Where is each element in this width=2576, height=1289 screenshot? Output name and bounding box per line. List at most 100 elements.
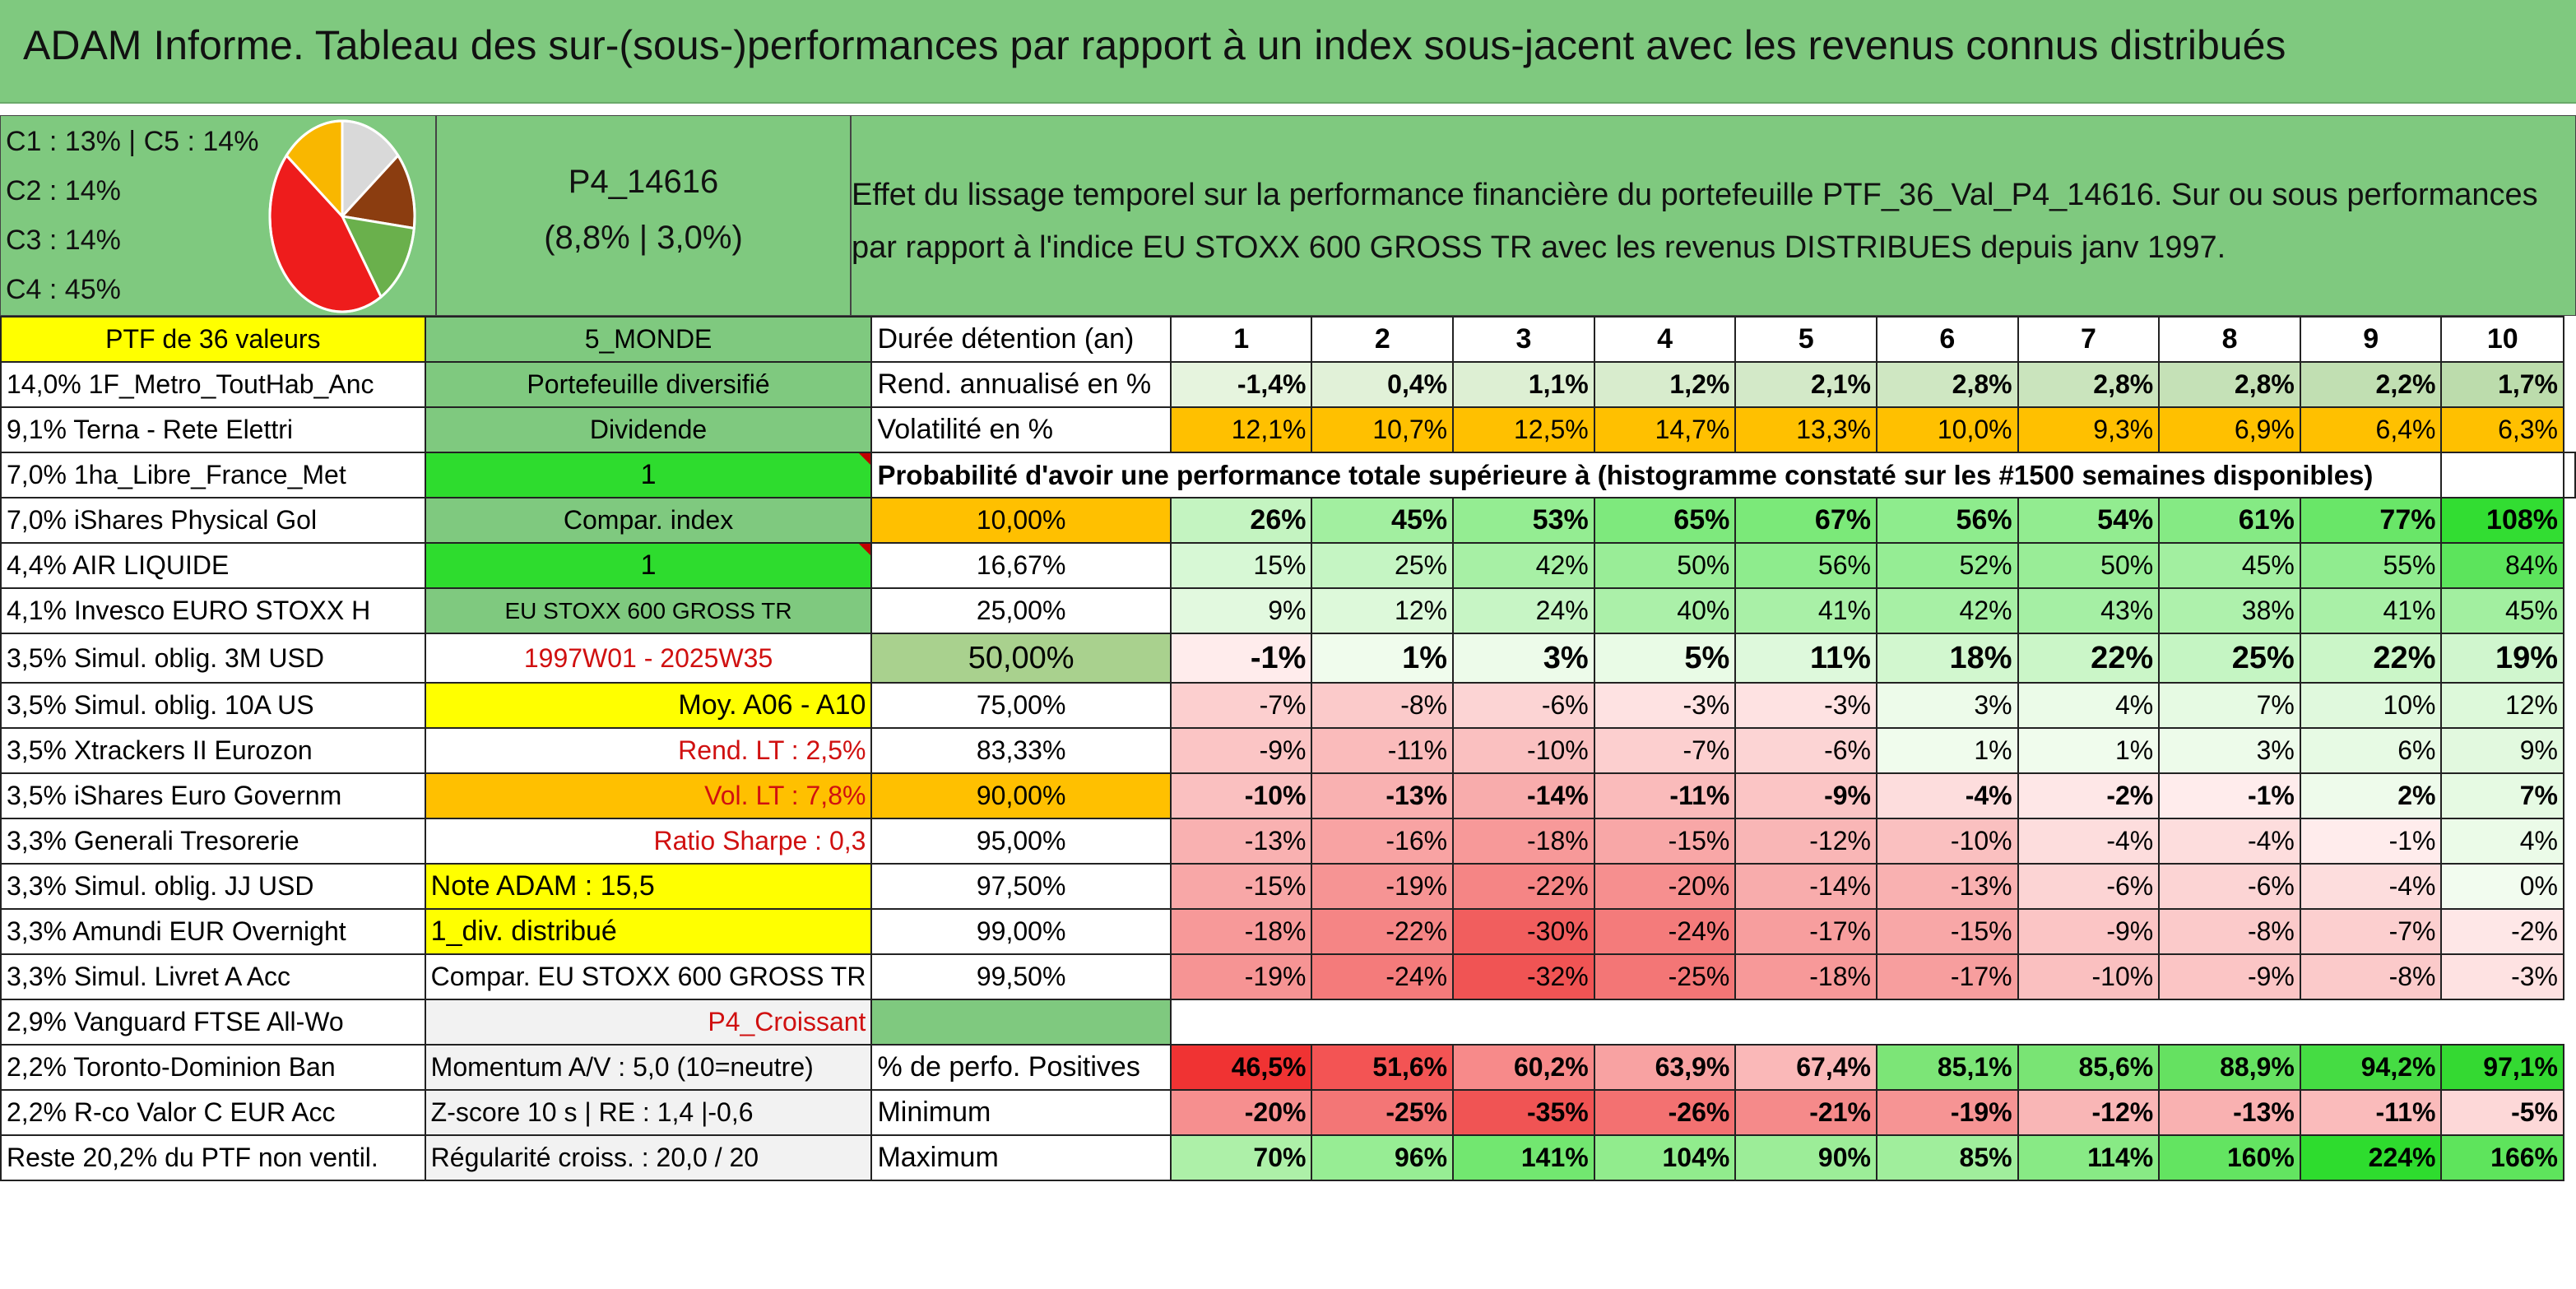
value-cell: -3% bbox=[2440, 953, 2564, 1000]
value-cell: 2% bbox=[2299, 772, 2443, 819]
probability-threshold: 95,00% bbox=[870, 818, 1172, 865]
table-row: 4,4% AIR LIQUIDE 1 16,67% 15% 25% 42% 50% 56% 52… bbox=[0, 542, 2575, 589]
value-cell: 9% bbox=[1169, 587, 1313, 634]
value-cell: -25% bbox=[1311, 1089, 1455, 1136]
value-cell: 41% bbox=[2299, 587, 2443, 634]
value-cell: -1,4% bbox=[1169, 361, 1313, 408]
value-cell: 42% bbox=[1875, 587, 2019, 634]
value-cell: 65% bbox=[1593, 497, 1737, 544]
holding-label: 3,5% iShares Euro Governm bbox=[0, 772, 426, 819]
value-cell: 0% bbox=[2440, 863, 2564, 910]
table-row: 3,5% Xtrackers II Eurozon Rend. LT : 2,5%… bbox=[0, 727, 2575, 774]
legend-line: C4 : 45% bbox=[6, 274, 121, 305]
holding-label: 7,0% 1ha_Libre_France_Met bbox=[0, 452, 426, 498]
value-cell: -6% bbox=[1452, 682, 1595, 729]
value-cell: -9% bbox=[2158, 953, 2301, 1000]
value-cell: -13% bbox=[2158, 1089, 2301, 1136]
value-cell: 4% bbox=[2017, 682, 2161, 729]
portfolio-attribute: Portefeuille diversifié bbox=[424, 361, 873, 408]
value-cell: -7% bbox=[2299, 908, 2443, 955]
probability-threshold: 50,00% bbox=[870, 633, 1172, 684]
value-cell: -18% bbox=[1169, 908, 1313, 955]
value-cell: -13% bbox=[1311, 772, 1455, 819]
portfolio-attribute: Dividende bbox=[424, 406, 873, 453]
value-cell: 60,2% bbox=[1452, 1044, 1595, 1091]
value-cell: -3% bbox=[1593, 682, 1737, 729]
value-cell: 55% bbox=[2299, 542, 2443, 589]
holding-label: 3,3% Generali Tresorerie bbox=[0, 818, 426, 865]
value-cell: 50% bbox=[2017, 542, 2161, 589]
probability-threshold: 16,67% bbox=[870, 542, 1172, 589]
value-cell: -3% bbox=[1734, 682, 1877, 729]
value-cell: 6,3% bbox=[2440, 406, 2564, 453]
value-cell: 45% bbox=[2440, 587, 2564, 634]
holding-period-header: 3 bbox=[1452, 316, 1595, 363]
value-cell: 94,2% bbox=[2299, 1044, 2443, 1091]
value-cell: -4% bbox=[1875, 772, 2019, 819]
value-cell: 42% bbox=[1452, 542, 1595, 589]
holding-label: 4,1% Invesco EURO STOXX H bbox=[0, 587, 426, 634]
value-cell: -15% bbox=[1593, 818, 1737, 865]
value-cell: 5% bbox=[1593, 633, 1737, 684]
value-cell: 45% bbox=[2158, 542, 2301, 589]
portfolio-attribute: 5_MONDE bbox=[424, 316, 873, 363]
holdings-count: PTF de 36 valeurs bbox=[0, 316, 426, 363]
value-cell: 43% bbox=[2017, 587, 2161, 634]
value-cell: -15% bbox=[1169, 863, 1313, 910]
value-cell: -10% bbox=[1169, 772, 1313, 819]
value-cell: -20% bbox=[1593, 863, 1737, 910]
value-cell: -22% bbox=[1452, 863, 1595, 910]
holding-label: 3,5% Simul. oblig. 3M USD bbox=[0, 633, 426, 684]
value-cell: 1,1% bbox=[1452, 361, 1595, 408]
holding-period-header: 2 bbox=[1311, 316, 1455, 363]
value-cell: 2,8% bbox=[2158, 361, 2301, 408]
value-cell: 96% bbox=[1311, 1134, 1455, 1181]
value-cell: -10% bbox=[2017, 953, 2161, 1000]
holding-period-header: 5 bbox=[1734, 316, 1877, 363]
value-cell: 10% bbox=[2299, 682, 2443, 729]
empty-cell bbox=[2563, 452, 2576, 498]
value-cell: 2,8% bbox=[1875, 361, 2019, 408]
value-cell: 3% bbox=[2158, 727, 2301, 774]
value-cell: 14,7% bbox=[1593, 406, 1737, 453]
holding-period-header: 4 bbox=[1593, 316, 1737, 363]
legend-line: C3 : 14% bbox=[6, 225, 121, 256]
value-cell: -13% bbox=[1169, 818, 1313, 865]
value-cell: 15% bbox=[1169, 542, 1313, 589]
value-cell: 90% bbox=[1734, 1134, 1877, 1181]
holding-period-header: 9 bbox=[2299, 316, 2443, 363]
value-cell: -21% bbox=[1734, 1089, 1877, 1136]
portfolio-attribute: Moy. A06 - A10 bbox=[424, 682, 873, 729]
portfolio-attribute: Z-score 10 s | RE : 1,4 |-0,6 bbox=[424, 1089, 873, 1136]
portfolio-attribute: Ratio Sharpe : 0,3 bbox=[424, 818, 873, 865]
metric-label: Volatilité en % bbox=[870, 406, 1172, 453]
value-cell: -19% bbox=[1169, 953, 1313, 1000]
value-cell: 1% bbox=[2017, 727, 2161, 774]
table-row: PTF de 36 valeurs 5_MONDE Durée détention … bbox=[0, 316, 2575, 363]
page-title: ADAM Informe. Tableau des sur-(sous-)per… bbox=[23, 22, 2286, 68]
value-cell: -24% bbox=[1311, 953, 1455, 1000]
value-cell: 67,4% bbox=[1734, 1044, 1877, 1091]
value-cell: 25% bbox=[2158, 633, 2301, 684]
value-cell: 85% bbox=[1875, 1134, 2019, 1181]
portfolio-attribute: Régularité croiss. : 20,0 / 20 bbox=[424, 1134, 873, 1181]
value-cell: -35% bbox=[1452, 1089, 1595, 1136]
table-row: 3,3% Simul. Livret A Acc Compar. EU STOXX… bbox=[0, 953, 2575, 1000]
value-cell: -20% bbox=[1169, 1089, 1313, 1136]
value-cell: 40% bbox=[1593, 587, 1737, 634]
portfolio-attribute: Rend. LT : 2,5% bbox=[424, 727, 873, 774]
value-cell: -1% bbox=[1169, 633, 1313, 684]
value-cell: 0,4% bbox=[1311, 361, 1455, 408]
probability-threshold: 25,00% bbox=[870, 587, 1172, 634]
value-cell: 1,2% bbox=[1593, 361, 1737, 408]
value-cell: 2,1% bbox=[1734, 361, 1877, 408]
value-cell: -11% bbox=[2299, 1089, 2443, 1136]
value-cell: -9% bbox=[1169, 727, 1313, 774]
value-cell: -2% bbox=[2440, 908, 2564, 955]
value-cell: 108% bbox=[2440, 497, 2564, 544]
probability-threshold: 97,50% bbox=[870, 863, 1172, 910]
table-row: Reste 20,2% du PTF non ventil. Régularité… bbox=[0, 1134, 2575, 1181]
table-row: 3,3% Generali Tresorerie Ratio Sharpe : 0… bbox=[0, 818, 2575, 865]
legend-line: C2 : 14% bbox=[6, 175, 121, 206]
portfolio-perf: (8,8% | 3,0%) bbox=[544, 220, 743, 256]
